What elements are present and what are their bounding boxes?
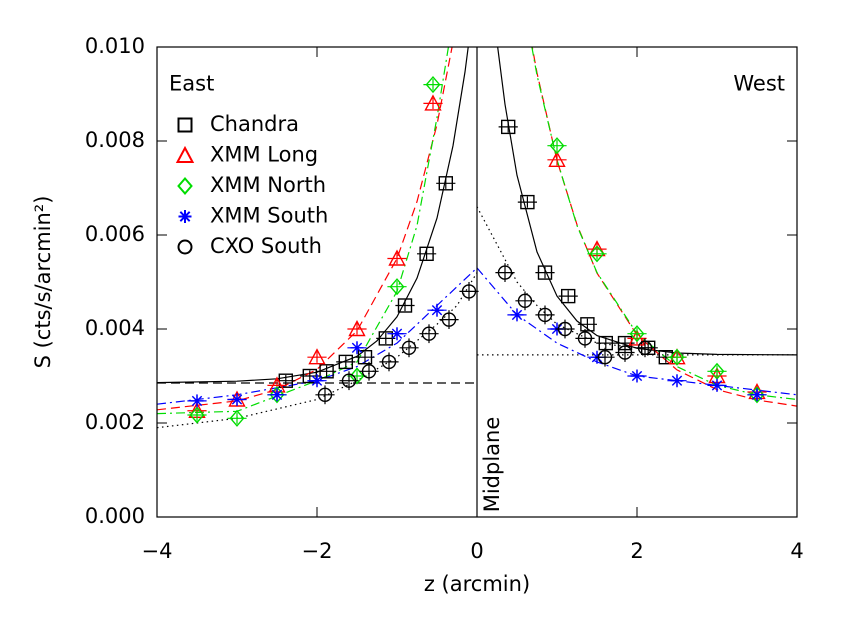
legend-marker [178,210,192,223]
data-point [424,94,442,111]
data-point [270,388,284,402]
x-axis-label: z (arcmin) [424,572,530,596]
data-point [189,406,205,424]
data-point [381,354,397,370]
fit-curve [531,47,797,401]
data-point [589,245,605,263]
data-point [419,246,434,262]
y-axis-label: S (cts/s/arcmin²) [31,196,55,369]
data-point [629,325,645,343]
data-point [317,387,333,402]
fit-curve [476,267,797,396]
data-point [598,335,613,351]
fit-curve [497,47,797,356]
x-tick-label: −2 [302,539,333,563]
data-point [549,137,565,155]
legend-label: XMM South [210,204,328,228]
data-point [749,386,765,404]
data-point [338,354,353,370]
legend-marker [177,176,193,196]
annotation: West [733,72,785,96]
y-tick-label: 0.008 [85,128,145,152]
data-point [510,308,524,322]
annotation: East [169,72,214,96]
annotation: Midplane [480,417,504,513]
data-point [561,288,576,304]
data-point [357,350,373,365]
x-tick-label: −4 [142,539,173,563]
data-point [537,307,553,323]
data-point [397,298,413,313]
y-tick-label: 0.010 [85,34,145,58]
data-point [461,284,477,299]
y-tick-label: 0.000 [85,504,145,528]
data-point [669,348,685,366]
data-point [597,350,613,365]
data-point [630,369,644,383]
data-point [520,194,535,210]
data-point [190,394,204,408]
legend-label: XMM North [210,173,326,197]
fit-curve [157,272,478,429]
data-point [670,374,684,388]
data-point [548,150,566,167]
data-point [497,265,513,280]
legend-marker [177,117,193,133]
data-point [310,374,324,388]
data-point [390,327,404,341]
y-tick-label: 0.002 [85,410,145,434]
fit-curve [476,206,662,354]
data-point [388,249,406,266]
data-point [278,373,293,388]
x-tick-label: 4 [790,539,803,563]
data-point [341,373,357,388]
data-point [577,331,593,346]
legend-label: CXO South [210,234,322,258]
legend-label: XMM Long [210,143,318,167]
data-point [517,293,533,308]
data-point [230,393,244,406]
data-point [350,341,364,355]
y-tick-label: 0.006 [85,222,145,246]
data-point [441,312,457,327]
data-point [308,348,326,365]
legend-marker [175,145,195,163]
data-point [580,317,595,332]
fit-curve [157,47,469,384]
data-point [430,303,444,317]
data-point [425,76,441,94]
data-point [501,119,516,135]
data-point [349,367,365,385]
y-tick-label: 0.004 [85,316,145,340]
data-point [438,176,453,191]
fit-curve [157,47,450,415]
data-point [710,378,724,392]
data-point [229,409,245,427]
data-point [378,331,393,346]
data-point [361,364,377,379]
data-point [421,326,437,341]
data-point [637,340,653,355]
data-point [709,362,725,380]
x-tick-label: 2 [630,539,643,563]
data-point [617,345,633,360]
data-point [750,388,764,402]
data-point [348,320,366,337]
data-point [557,321,573,337]
legend-label: Chandra [210,112,299,136]
data-point [537,265,553,280]
data-point [319,364,334,379]
fit-curve [531,47,797,407]
x-tick-label: 0 [470,539,483,563]
data-point [389,278,405,296]
data-point [269,386,285,404]
data-point [401,340,417,355]
legend-marker [177,239,193,255]
